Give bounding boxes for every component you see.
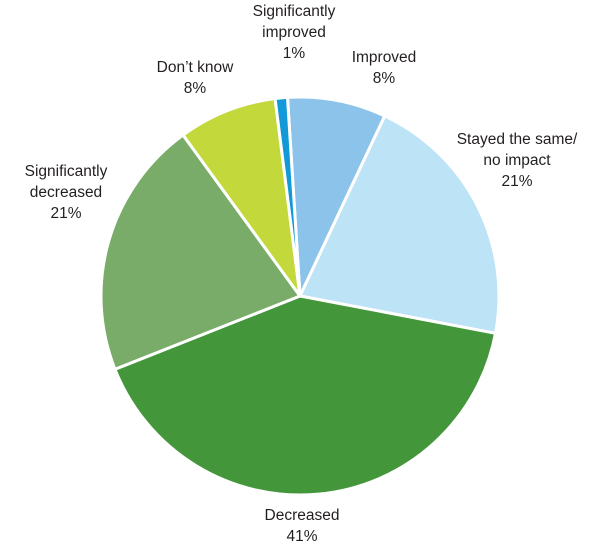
pie-slice-stayed-the-same-no-impact (298, 114, 501, 335)
slice-value-label: 8% (373, 70, 396, 87)
slice-label-group: Decreased 41% (265, 507, 340, 545)
slice-category-label: Significantly (25, 163, 108, 180)
slice-label-group: Don’t know 8% (157, 59, 234, 97)
pie-slice-decreased (113, 294, 497, 497)
slice-value-label: 21% (501, 173, 532, 190)
slice-category-label: no impact (483, 152, 551, 169)
slice-category-label: improved (262, 24, 326, 41)
pie-slice-improved (286, 95, 387, 298)
slice-value-label: 21% (50, 205, 81, 222)
slice-value-label: 1% (283, 45, 306, 62)
slice-label-group: Improved 8% (352, 49, 417, 87)
pie-slice-significantly-decreased (99, 133, 302, 371)
pie-labels: Improved 8% Stayed the same/no impact 21% De… (25, 3, 578, 545)
slice-category-label: Significantly (253, 3, 336, 20)
slice-value-label: 8% (184, 80, 207, 97)
pie-slice-don-t-know (181, 97, 302, 298)
pie-slices (99, 95, 501, 497)
slice-label-group: Significantly improved 1% (253, 3, 336, 62)
slice-label-group: Significantly decreased 21% (25, 163, 108, 222)
slice-category-label: Don’t know (157, 59, 234, 76)
slice-category-label: Stayed the same/ (457, 131, 578, 148)
slice-category-label: Decreased (265, 507, 340, 524)
pie-slice-significantly-improved (273, 95, 302, 298)
slice-value-label: 41% (286, 528, 317, 545)
slice-category-label: decreased (30, 184, 102, 201)
slice-category-label: Improved (352, 49, 417, 66)
slice-label-group: Stayed the same/no impact 21% (457, 131, 578, 190)
